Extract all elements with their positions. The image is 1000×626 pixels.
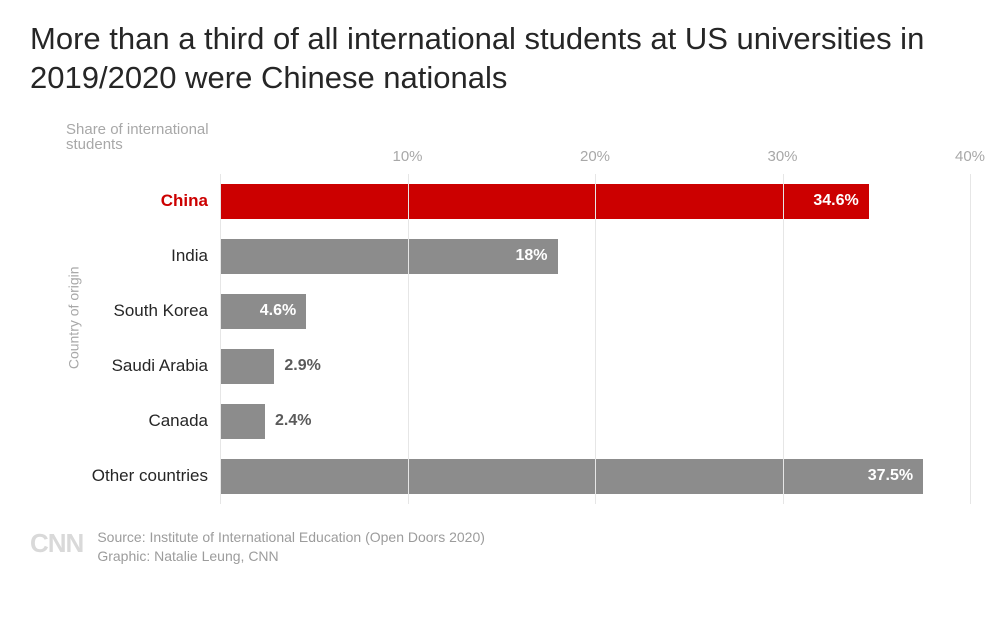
y-axis-title: Country of origin [65,266,81,369]
x-axis-ticks: 10%20%30%40% [220,148,970,174]
category-label: South Korea [66,284,220,339]
x-axis-title: Share of international students [66,122,220,148]
category-label: Canada [66,394,220,449]
category-label: China [66,174,220,229]
category-label: Other countries [66,449,220,504]
gridline [970,174,971,504]
bar: 34.6% [220,184,869,219]
gridline [408,174,409,504]
grid-area: 34.6% 18% 4.6% 2.9% 2.4% 37.5% [220,174,970,504]
bar: 2.9% [220,349,274,384]
plot-area: 10%20%30%40% 34.6%18%4.6%2.9%2.4%37.5% [220,122,970,504]
bar-value-label: 34.6% [803,192,868,210]
chart-footer: CNN Source: Institute of International E… [30,528,970,567]
gridline [595,174,596,504]
bar-value-label: 18% [505,247,557,265]
y-labels-column: Share of international students ChinaInd… [66,122,220,504]
bar: 2.4% [220,404,265,439]
bar: 18% [220,239,558,274]
cnn-logo: CNN [30,528,83,556]
x-tick-label: 20% [580,148,610,165]
gridline [220,174,221,504]
bar-value-label: 4.6% [250,302,306,320]
footer-text: Source: Institute of International Educa… [97,528,485,567]
source-line: Source: Institute of International Educa… [97,528,485,548]
chart: Country of origin Share of international… [66,122,970,504]
x-tick-label: 40% [955,148,985,165]
gridline [783,174,784,504]
bar: 37.5% [220,459,923,494]
graphic-credit-line: Graphic: Natalie Leung, CNN [97,547,485,567]
bar-value-label: 37.5% [858,467,923,485]
bar-value-label: 2.4% [265,412,321,430]
x-tick-label: 30% [767,148,797,165]
bar-value-label: 2.9% [274,357,330,375]
x-tick-label: 10% [392,148,422,165]
category-label: Saudi Arabia [66,339,220,394]
bar: 4.6% [220,294,306,329]
category-label: India [66,229,220,284]
chart-title: More than a third of all international s… [30,20,970,98]
